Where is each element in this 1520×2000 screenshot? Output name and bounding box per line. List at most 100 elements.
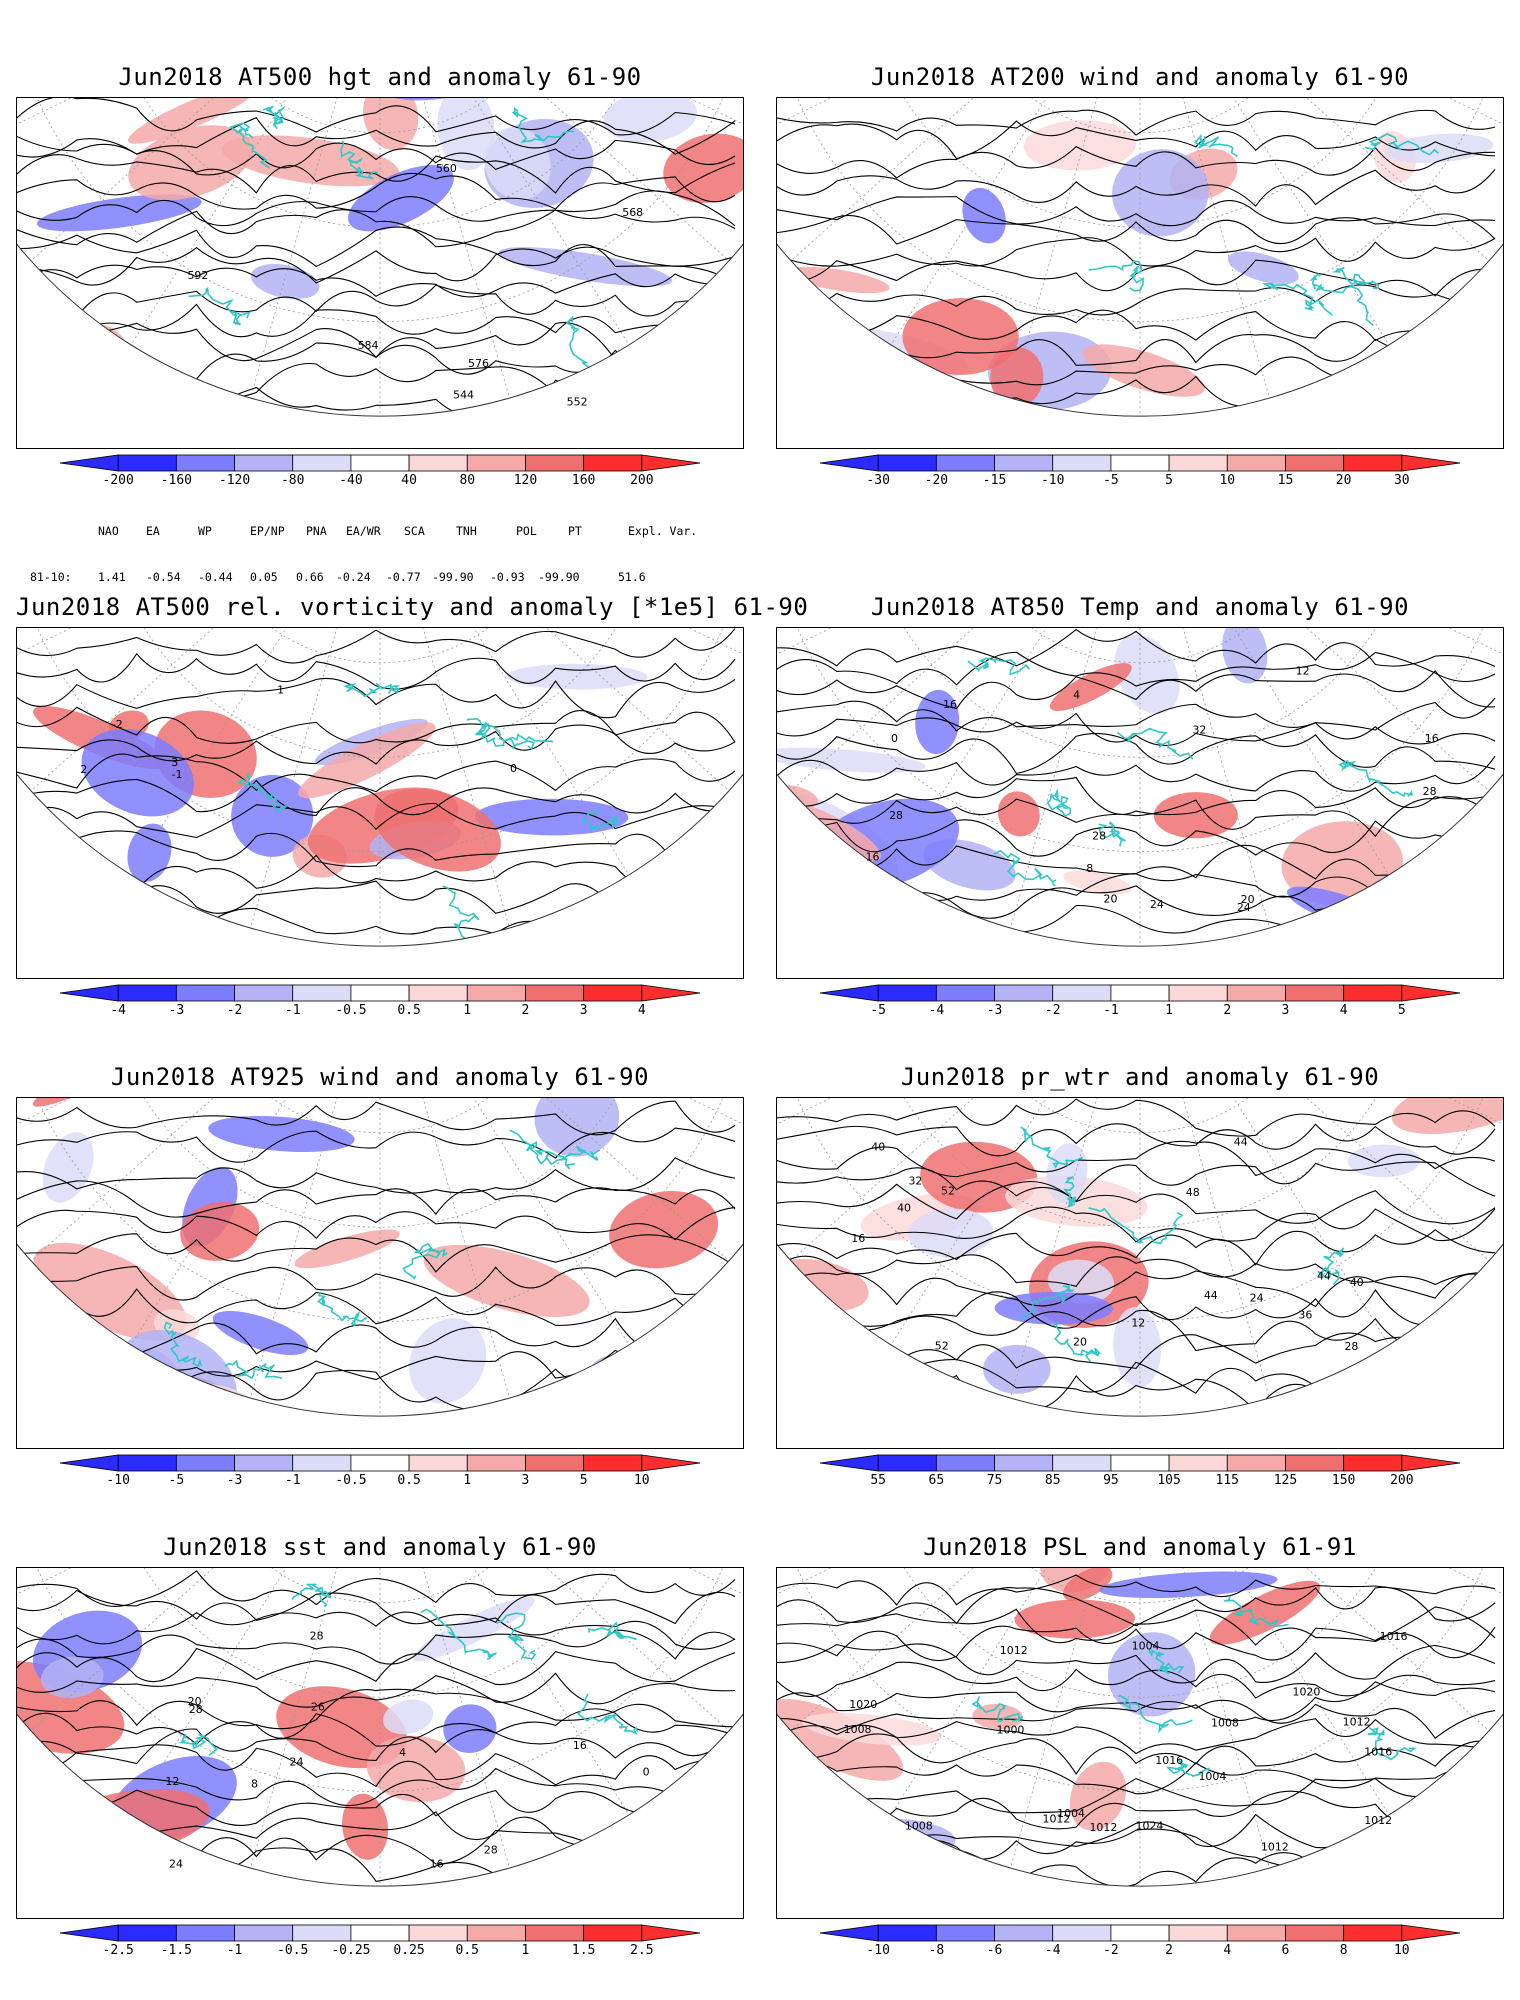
colorbar-swatch (1168, 454, 1228, 472)
colorbar-arrow-right (1401, 454, 1461, 472)
longitude-gridline (1139, 1098, 1503, 1295)
colorbar-tick-label: 65 (928, 1473, 945, 1488)
contour-label: 1024 (1136, 1820, 1164, 1833)
longitude-gridline (104, 1098, 381, 1388)
longitude-gridline (17, 628, 381, 825)
coastline (237, 682, 618, 947)
colorbar-svg (59, 984, 701, 1002)
colorbar-swatch (466, 1454, 526, 1472)
anomaly-shading (1107, 1632, 1196, 1717)
contour-line (17, 173, 736, 210)
colorbar-swatch (1226, 1454, 1286, 1472)
colorbar: -10 -8 -6 -4 -2 2 4 6 8 10 (819, 1924, 1461, 1969)
contour-line (777, 213, 1496, 245)
contour-line (17, 803, 736, 839)
contour-label: 0 (891, 732, 898, 745)
contour-label: 36 (1298, 1309, 1312, 1322)
contour-label: 1020 (1292, 1686, 1320, 1699)
contour-line (17, 1347, 736, 1381)
contour-line (777, 1123, 1496, 1157)
anomaly-shading (32, 1098, 161, 1107)
anomaly-shading (437, 98, 495, 171)
colorbar-tick-label: -5 (1103, 473, 1119, 488)
colorbar-swatch (1168, 984, 1228, 1002)
contour-line (777, 844, 1496, 880)
anomaly-shading (409, 1318, 487, 1404)
anomaly-shading (777, 1699, 904, 1781)
anomaly-shading (498, 247, 673, 287)
contour-label: 28 (189, 1703, 203, 1716)
colorbar-tick-label: -40 (339, 473, 363, 488)
contour-line (777, 1848, 1496, 1887)
contour-label: 0 (510, 762, 517, 775)
anomaly-shading (231, 774, 314, 857)
contour-label: 16 (1425, 732, 1439, 745)
contour-label: 24 (290, 1755, 304, 1768)
contour-label: 560 (436, 162, 457, 175)
contour-line (17, 1180, 736, 1218)
colorbar-tick-label: -2 (1044, 1003, 1061, 1018)
longitude-gridline (777, 1568, 1141, 1765)
colorbar-swatch (877, 1924, 937, 1942)
contour-line (17, 1157, 736, 1194)
anomaly-shading (1023, 120, 1136, 171)
anomaly-shading (474, 798, 629, 836)
tele-header: Expl. Var. (628, 524, 698, 538)
contour-label: 52 (941, 1185, 955, 1198)
anomaly-shading (40, 1656, 104, 1699)
contour-label: 20 (1104, 893, 1118, 906)
colorbar-swatch (117, 1924, 177, 1942)
contour-label: 8 (1086, 862, 1093, 875)
colorbar-arrow-left (819, 1924, 879, 1942)
tele-value: 0.05 (250, 570, 278, 584)
hemisphere-boundary (17, 773, 743, 947)
colorbar-tick-label: 3 (579, 1003, 588, 1018)
longitude-gridline (864, 1568, 1141, 1858)
colorbar-tick-label: -80 (280, 473, 305, 488)
colorbar-tick-label: 10 (633, 1473, 650, 1488)
longitude-gridline (864, 98, 1141, 388)
colorbar-tick-label: -1.5 (160, 1943, 193, 1958)
anomaly-shading (915, 689, 960, 754)
colorbar-swatch (350, 984, 410, 1002)
colorbar-tick-label: -4 (928, 1003, 945, 1018)
panel-title: Jun2018 AT925 wind and anomaly 61-90 (110, 1063, 650, 1091)
hemisphere-boundary (17, 1243, 743, 1417)
map-frame (16, 1097, 744, 1449)
anomaly-shading (902, 298, 1019, 375)
panel-prwtr: Jun2018 pr_wtr and anomaly 61-90 44 52 40 32… (776, 1055, 1504, 1525)
colorbar-tick-label: 0.25 (393, 1943, 425, 1958)
contour-label: 1016 (1364, 1746, 1392, 1759)
tele-value: -0.44 (198, 570, 233, 584)
panel-temp850: Jun2018 AT850 Temp and anomaly 61-90 16 20… (776, 585, 1504, 1055)
teleconnection-table: NAO EA WP EP/NP PNA EA/WR SCA TNH POL PT… (30, 496, 708, 598)
contour-line (777, 1661, 1496, 1699)
colorbar-swatch (935, 454, 995, 472)
contour-line (777, 628, 1496, 667)
colorbar-tick-label: -3 (226, 1473, 243, 1488)
teleconnection-value-row: 81-10: 1.41 -0.54 -0.44 0.05 0.66 -0.24 … (30, 570, 708, 584)
colorbar-swatch (877, 454, 937, 472)
anomaly-shading (423, 1244, 590, 1317)
anomaly-shading (997, 791, 1040, 837)
longitude-gridline (379, 98, 656, 388)
anomaly-shading (887, 903, 1028, 947)
contour-line (777, 651, 1496, 687)
colorbar-swatch (1168, 1924, 1228, 1942)
contour-line (17, 677, 736, 719)
contour-label: 16 (943, 698, 957, 711)
contour-line (777, 1643, 1496, 1684)
anomaly-shading (1384, 133, 1494, 164)
colorbar-swatch (234, 454, 294, 472)
contour-line (17, 1647, 736, 1686)
contour-label: 44 (1317, 1269, 1331, 1282)
contour-label: 28 (1092, 829, 1106, 842)
colorbar-swatch (117, 984, 177, 1002)
colorbar-swatch (234, 1454, 294, 1472)
colorbar-tick-label: -2 (226, 1003, 243, 1018)
anomaly-shading (85, 1843, 237, 1887)
contour-label: 40 (897, 1202, 911, 1215)
longitude-gridline (104, 628, 381, 918)
colorbar-tick-label: 10 (1219, 473, 1236, 488)
tele-value: -99.90 (432, 570, 474, 584)
